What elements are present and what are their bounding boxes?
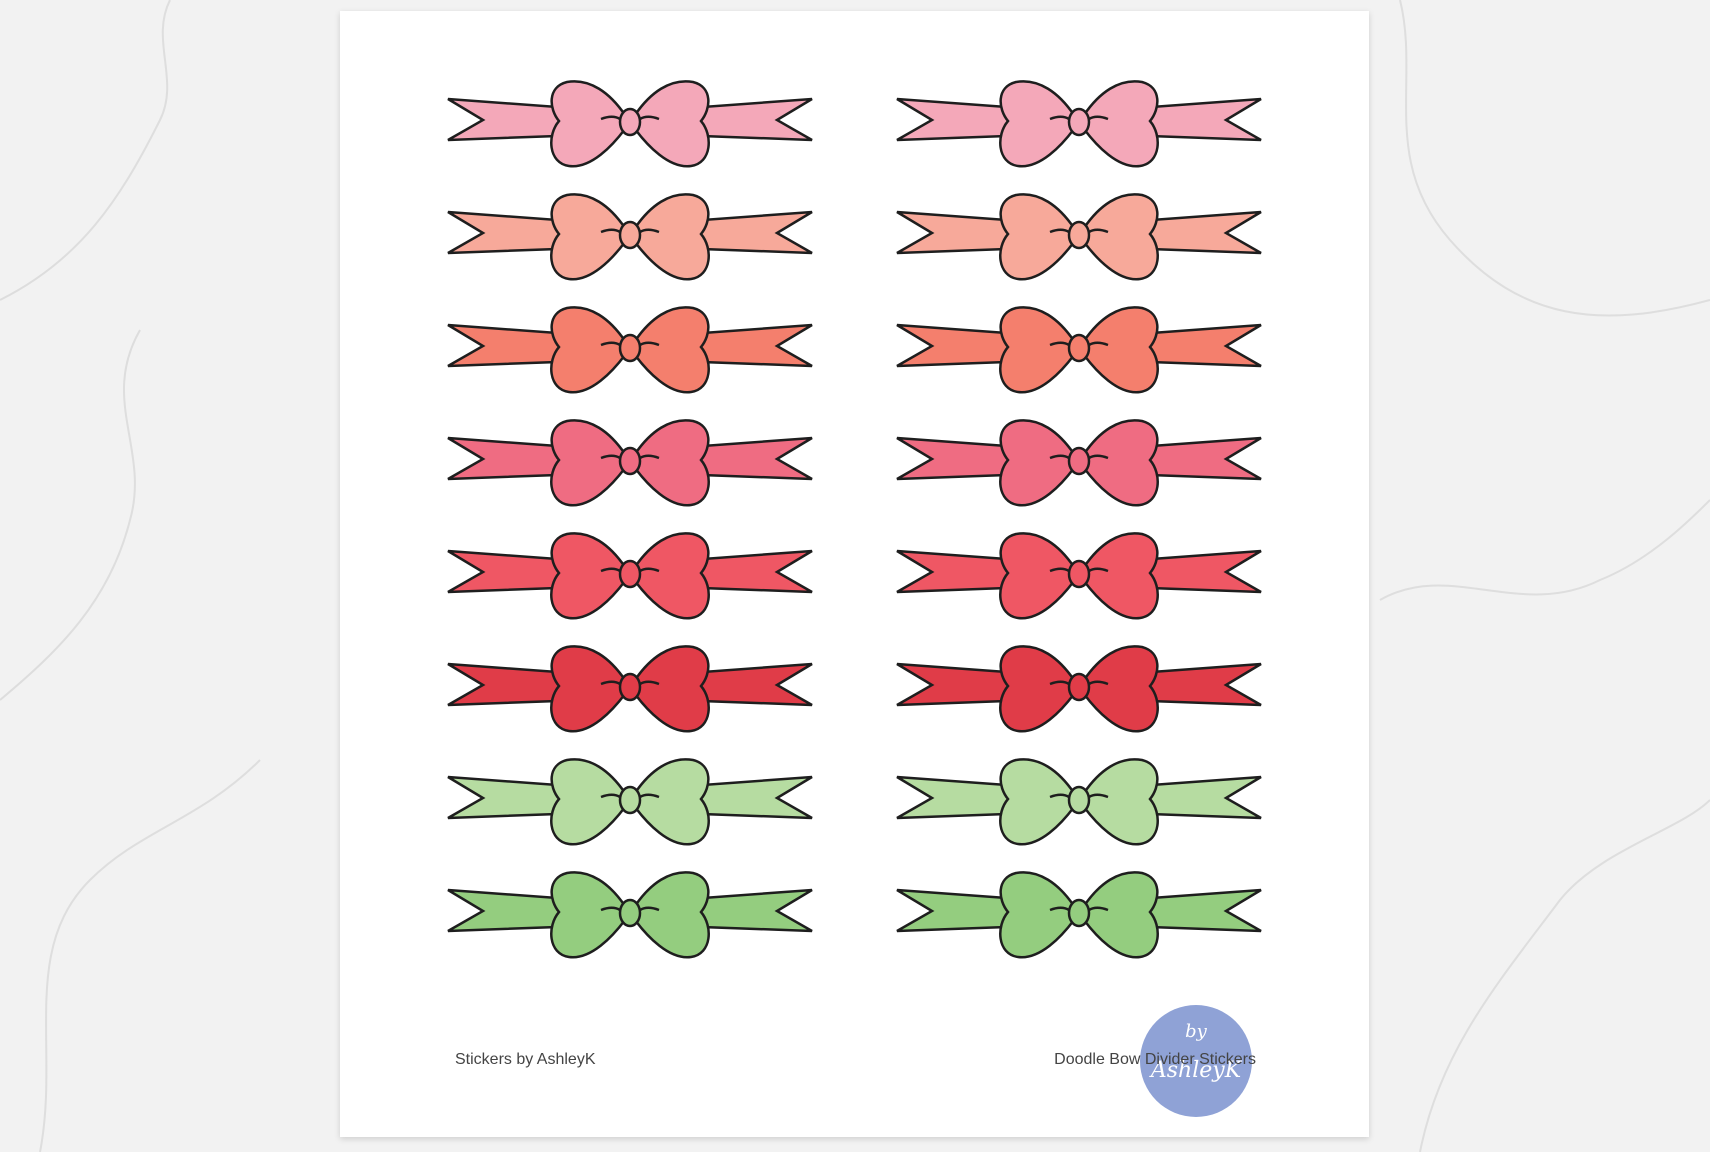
bow-sticker [894,79,1264,169]
ashleyk-logo: by AshleyK [1140,1005,1252,1117]
bow-icon [447,532,813,620]
bow-sticker [445,531,815,621]
bow-icon [447,419,813,507]
bow-icon [447,306,813,394]
bow-sticker [445,192,815,282]
footer-right-text: Doodle Bow Divider Stickers [1054,1051,1256,1068]
logo-line2: AshleyK [1150,1058,1242,1083]
bow-icon [896,419,1262,507]
bow-sticker [445,757,815,847]
footer-left-text: Stickers by AshleyK [455,1051,596,1068]
bow-sticker [894,531,1264,621]
bow-icon [896,758,1262,846]
bow-sticker [894,870,1264,960]
bow-sticker [445,870,815,960]
bow-icon [896,80,1262,168]
bow-sticker [445,418,815,508]
bow-sticker [894,757,1264,847]
bow-sticker [894,305,1264,395]
bow-icon [447,871,813,959]
bow-icon [447,80,813,168]
bow-icon [447,193,813,281]
bow-icon [447,758,813,846]
bow-sticker [445,644,815,734]
bow-icon [896,193,1262,281]
bow-icon [896,306,1262,394]
bow-icon [896,532,1262,620]
bow-sticker [894,418,1264,508]
bow-icon [896,645,1262,733]
bow-icon [447,645,813,733]
bow-icon [896,871,1262,959]
sticker-sheet: Stickers by AshleyK by AshleyK Doodle Bo… [340,11,1369,1137]
bow-sticker [894,644,1264,734]
bow-sticker [894,192,1264,282]
bow-sticker [445,305,815,395]
logo-line1: by [1185,1021,1207,1042]
bow-sticker [445,79,815,169]
